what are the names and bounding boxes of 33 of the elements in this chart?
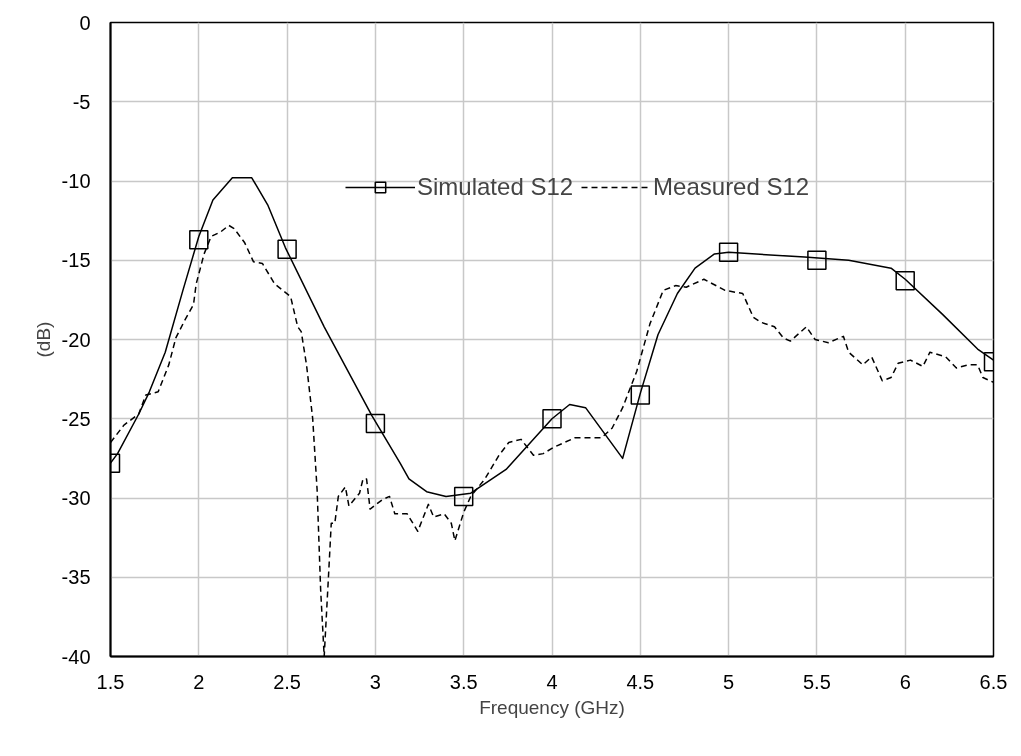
y-axis-title: (dB) (32, 321, 54, 358)
y-tick-label: -40 (61, 645, 91, 668)
x-axis-title: Frequency (GHz) (479, 696, 625, 718)
point (542, 409, 562, 429)
y-tick-label: -5 (72, 90, 91, 113)
x-tick-label: 3 (369, 670, 381, 693)
y-tick-label: -10 (61, 170, 91, 192)
x-tick-label: 2 (193, 670, 205, 693)
x-tick-label: 5 (723, 670, 735, 693)
y-tick-label: -30 (61, 487, 91, 509)
x-tick-label: 6 (899, 670, 911, 693)
x-tick-label: 4 (546, 670, 558, 693)
legend-label: Simulated S12 (417, 173, 574, 201)
point (895, 271, 915, 291)
point (630, 385, 651, 405)
point (189, 229, 209, 250)
point (453, 486, 474, 507)
point (807, 250, 827, 270)
x-tick-label: 5.5 (803, 670, 831, 693)
x-tick-label: 2.5 (273, 670, 302, 693)
y-tick-label: -25 (61, 407, 91, 430)
x-tick-label: 1.5 (96, 670, 125, 693)
x-tick-label: 6.5 (979, 670, 1008, 693)
y-tick-label: -35 (61, 566, 91, 589)
y-tick-label: -20 (61, 328, 91, 351)
point (718, 242, 739, 263)
point (277, 239, 297, 259)
point (365, 413, 386, 434)
x-tick-label: 4.5 (626, 670, 655, 693)
legend-label: Measured S12 (653, 173, 810, 201)
y-tick-label: -15 (61, 249, 91, 272)
y-tick-label: 0 (79, 11, 91, 34)
x-tick-label: 3.5 (449, 670, 478, 693)
